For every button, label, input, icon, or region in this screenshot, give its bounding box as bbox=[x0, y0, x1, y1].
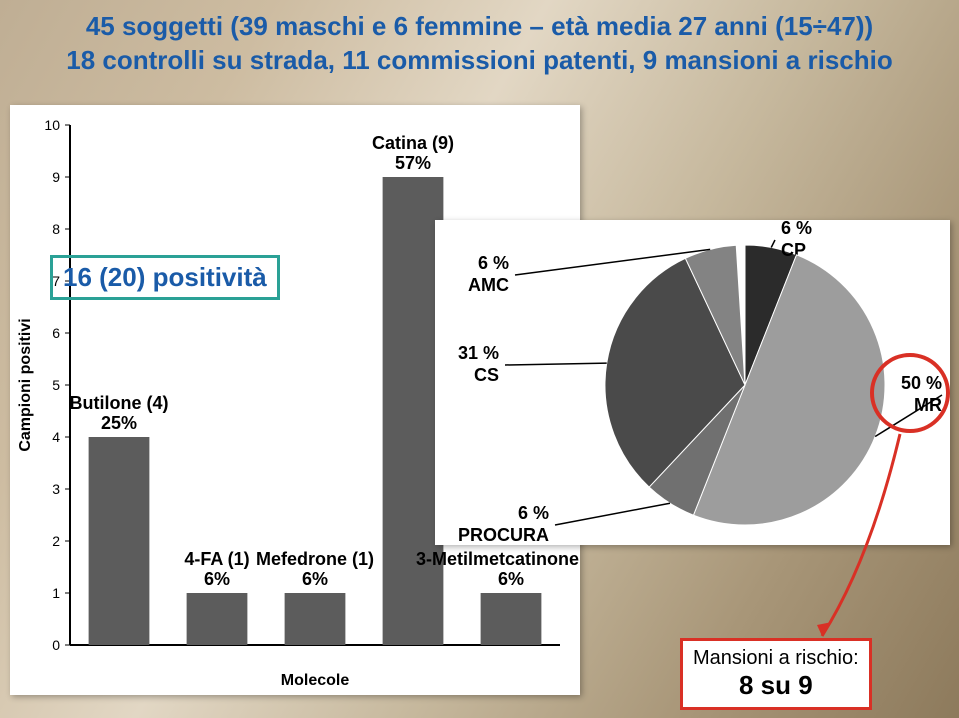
bar-yaxis-label: Campioni positivi bbox=[17, 318, 34, 451]
svg-text:6 %: 6 % bbox=[478, 253, 509, 273]
bar bbox=[481, 593, 542, 645]
header-line-1: 45 soggetti (39 maschi e 6 femmine – età… bbox=[86, 11, 873, 41]
bar bbox=[285, 593, 346, 645]
arrow-head-icon bbox=[817, 622, 832, 636]
svg-text:6%: 6% bbox=[302, 569, 328, 589]
svg-text:4-FA (1): 4-FA (1) bbox=[184, 549, 249, 569]
svg-text:CS: CS bbox=[474, 365, 499, 385]
svg-text:5: 5 bbox=[52, 377, 60, 393]
svg-text:57%: 57% bbox=[395, 153, 431, 173]
positivita-text: 16 (20) positività bbox=[63, 262, 267, 292]
svg-text:1: 1 bbox=[52, 585, 60, 601]
svg-text:6 %: 6 % bbox=[781, 220, 812, 238]
svg-text:6%: 6% bbox=[498, 569, 524, 589]
svg-text:8: 8 bbox=[52, 221, 60, 237]
svg-text:Molecole: Molecole bbox=[281, 672, 350, 689]
svg-text:2: 2 bbox=[52, 533, 60, 549]
mansioni-title: Mansioni a rischio: bbox=[693, 647, 859, 669]
mansioni-callout: Mansioni a rischio: 8 su 9 bbox=[680, 638, 872, 710]
svg-text:AMC: AMC bbox=[468, 275, 509, 295]
mansioni-value: 8 su 9 bbox=[739, 670, 813, 700]
svg-text:3: 3 bbox=[52, 481, 60, 497]
header-line-2: 18 controlli su strada, 11 commissioni p… bbox=[66, 45, 892, 75]
svg-text:Butilone (4): Butilone (4) bbox=[70, 393, 169, 413]
bar bbox=[89, 437, 150, 645]
svg-text:6%: 6% bbox=[204, 569, 230, 589]
svg-text:4: 4 bbox=[52, 429, 60, 445]
page-title: 45 soggetti (39 maschi e 6 femmine – età… bbox=[20, 10, 939, 78]
svg-text:25%: 25% bbox=[101, 413, 137, 433]
svg-text:Catina (9): Catina (9) bbox=[372, 133, 454, 153]
svg-text:10: 10 bbox=[44, 117, 60, 133]
mr-highlight-circle bbox=[870, 353, 950, 433]
svg-text:3-Metilmetcatinone (1): 3-Metilmetcatinone (1) bbox=[416, 549, 580, 569]
positivita-callout: 16 (20) positività bbox=[50, 255, 280, 300]
svg-text:0: 0 bbox=[52, 637, 60, 653]
svg-text:6 %: 6 % bbox=[518, 503, 549, 523]
svg-text:6: 6 bbox=[52, 325, 60, 341]
svg-text:31 %: 31 % bbox=[458, 343, 499, 363]
svg-text:9: 9 bbox=[52, 169, 60, 185]
bar bbox=[187, 593, 248, 645]
svg-text:PROCURA: PROCURA bbox=[458, 525, 549, 545]
svg-text:Mefedrone (1): Mefedrone (1) bbox=[256, 549, 374, 569]
